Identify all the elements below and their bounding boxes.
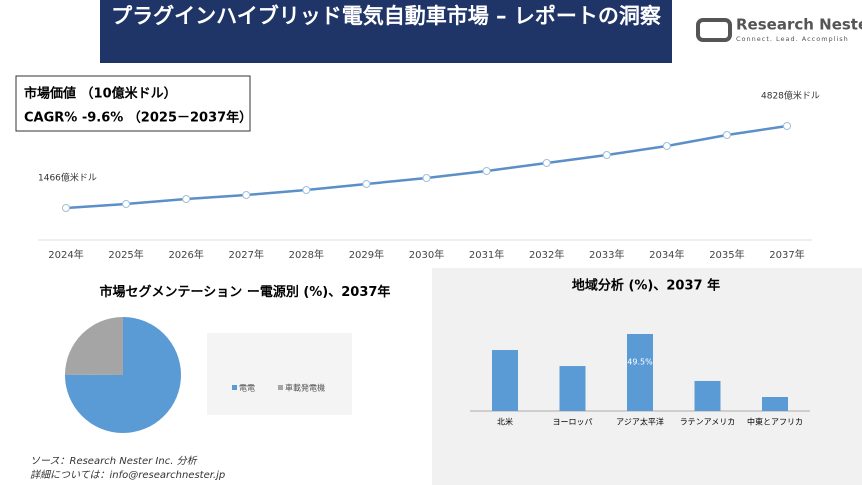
cagr: CAGR% -9.6% （2025－2037年） — [24, 110, 252, 126]
value-label: 1466億米ドル — [38, 172, 97, 184]
point — [722, 131, 731, 139]
market-value: 市場価値 （10億米ドル） — [24, 86, 177, 102]
point — [783, 122, 791, 130]
point — [482, 167, 491, 175]
legend-swatch — [232, 385, 237, 390]
x-tick-label: ラテンアメリカ — [680, 418, 736, 427]
point — [662, 142, 671, 150]
value-label: 75.1% — [147, 317, 176, 327]
title: プラグインハイブリッド電気自動車市場 – レポートの洞察 — [111, 4, 661, 28]
x-tick-label: 2037年 — [769, 248, 804, 261]
point — [62, 204, 70, 212]
legend-box — [207, 333, 352, 415]
legend-label: 車載発電機 — [285, 383, 325, 393]
point — [362, 180, 371, 188]
info-box — [15, 75, 251, 132]
point — [602, 151, 611, 159]
bar — [559, 366, 586, 411]
point — [242, 191, 251, 199]
pie-title: 市場セグメンテーション ー電源別 (%)、2037年 — [99, 285, 391, 300]
legend-label: 電電 — [239, 384, 255, 393]
bar — [492, 350, 518, 411]
x-tick-label: 2035年 — [709, 248, 744, 261]
x-tick-label: ヨーロッパ — [553, 418, 593, 427]
legend-swatch — [278, 385, 283, 390]
logo: Research Nester — [736, 16, 862, 34]
x-tick-label: 2027年 — [229, 248, 264, 261]
source: ソース：Research Nester Inc. 分析 — [30, 455, 198, 467]
pie-title-wrap: 市場セグメンテーション ー電源別 (%)、2037年 — [99, 285, 391, 300]
bar — [627, 334, 653, 411]
x-tick-label: 中東とアフリカ — [747, 417, 803, 427]
bar — [694, 380, 721, 411]
point — [542, 159, 551, 167]
value-label: 4828億米ドル — [761, 90, 820, 102]
point — [302, 186, 311, 194]
x-tick-label: 2033年 — [589, 248, 624, 261]
x-tick-label: 2025年 — [108, 248, 143, 261]
contact: 詳細については：info@researchnester.jp — [30, 469, 225, 481]
point — [182, 195, 191, 203]
bar-title: 地域分析 (%)、2037 年 — [572, 278, 720, 294]
value-label: 49.5% — [627, 358, 653, 367]
x-tick-label: 2034年 — [649, 248, 684, 261]
title-wrap: プラグインハイブリッド電気自動車市場 – レポートの洞察 — [111, 4, 661, 28]
x-tick-label: 2030年 — [409, 248, 444, 261]
x-tick-label: 2026年 — [168, 248, 203, 261]
logo-icon — [696, 18, 732, 42]
x-tick-label: 2031年 — [469, 248, 504, 261]
title-banner — [100, 0, 672, 63]
bar — [762, 397, 788, 411]
pie-slice — [65, 317, 123, 375]
point — [422, 174, 431, 182]
tagline: Connect. Lead. Accomplish — [736, 35, 849, 43]
x-tick-label: 2029年 — [349, 248, 384, 261]
point — [122, 200, 131, 208]
x-tick-label: 2032年 — [529, 248, 564, 261]
x-tick-label: 北米 — [497, 417, 513, 427]
x-tick-label: 2028年 — [289, 248, 324, 261]
x-tick-label: 2024年 — [48, 248, 83, 261]
x-tick-label: アジア太平洋 — [616, 417, 664, 427]
